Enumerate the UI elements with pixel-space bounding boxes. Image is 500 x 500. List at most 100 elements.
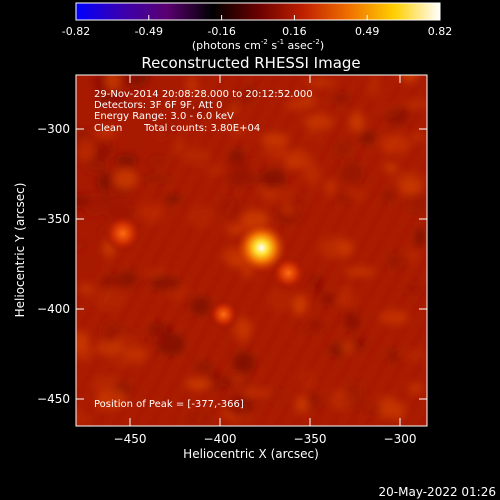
emission-source: [271, 255, 306, 291]
texture-ripple: [320, 238, 427, 426]
colorbar: [75, 2, 441, 21]
texture-ripple: [122, 75, 326, 426]
texture-blob: [98, 91, 128, 104]
x-tick-label: −400: [204, 432, 237, 446]
annotation-time: 29-Nov-2014 20:08:28.000 to 20:12:52.000: [94, 89, 313, 100]
axes: −450 −400 −350 −300 −300 −350 −400 −450: [37, 75, 427, 446]
texture-ripple: [338, 270, 427, 426]
texture-ripple: [76, 75, 272, 419]
texture-ripple: [466, 75, 500, 426]
colorbar-label: (photons cm-2 s-1 asec-2): [192, 38, 324, 52]
x-tick-label: −450: [114, 432, 147, 446]
texture-blob: [350, 336, 368, 353]
texture-blob: [230, 370, 245, 387]
y-axis-label: Heliocentric Y (arcsec): [13, 183, 27, 318]
texture-blob: [112, 169, 138, 189]
texture-blob: [101, 320, 120, 344]
colorbar-tick-label: -0.49: [135, 25, 163, 38]
texture-blob: [269, 389, 283, 403]
plot-frame: [75, 74, 428, 427]
texture-blob: [185, 377, 213, 391]
texture-blob: [115, 154, 138, 167]
texture-blob: [406, 192, 427, 216]
emission-source: [103, 214, 142, 253]
image-texture: [76, 75, 500, 426]
texture-ripple: [248, 112, 427, 426]
colorbar-ticks: -0.82 -0.49 -0.16 0.16 0.49 0.82: [62, 15, 452, 38]
texture-blob: [95, 126, 117, 139]
texture-ripple: [374, 333, 427, 426]
colorbar-tick-label: -0.16: [207, 25, 235, 38]
y-tick-label: −450: [37, 392, 70, 406]
texture-blob: [338, 286, 355, 310]
peak-position-text: Position of Peak = [-377,-366]: [94, 399, 244, 410]
texture-blob: [384, 162, 397, 173]
texture-ripple: [230, 80, 427, 426]
chart-title: Reconstructed RHESSI Image: [141, 54, 360, 72]
texture-ripple: [104, 75, 308, 426]
texture-blob: [344, 267, 376, 277]
texture-blob: [83, 192, 105, 217]
annotation-detectors: Detectors: 3F 6F 9F, Att 0: [94, 100, 222, 111]
x-tick-label: −350: [294, 432, 327, 446]
colorbar-tick-label: 0.16: [282, 25, 307, 38]
texture-blob: [76, 242, 87, 250]
texture-blob: [367, 75, 381, 98]
texture-blob: [394, 172, 425, 191]
texture-ripple: [284, 175, 427, 426]
texture-blob: [269, 288, 290, 312]
emission-source: [208, 299, 239, 330]
texture-ripple: [430, 75, 500, 426]
texture-blob: [76, 137, 95, 162]
texture-blob: [295, 395, 309, 414]
texture-blob: [331, 92, 352, 105]
texture-blob: [76, 412, 90, 425]
texture-blob: [387, 348, 401, 364]
texture-ripple: [212, 75, 416, 426]
texture-blob: [232, 351, 256, 375]
texture-ripple: [356, 301, 427, 426]
texture-blob: [339, 161, 365, 185]
texture-ripple: [448, 75, 500, 426]
texture-blob: [391, 401, 406, 421]
texture-blob: [379, 134, 410, 155]
texture-ripple: [266, 143, 427, 426]
texture-blob: [404, 282, 423, 296]
texture-ripple: [86, 75, 290, 426]
texture-ripple: [194, 75, 398, 426]
texture-blob: [93, 144, 109, 161]
texture-blob: [384, 106, 411, 126]
colorbar-tick-label: -0.82: [62, 25, 90, 38]
texture-blob: [105, 75, 121, 91]
texture-blob: [399, 349, 427, 362]
texture-blob: [100, 193, 115, 204]
texture-blob: [283, 148, 311, 168]
y-tick-label: −400: [37, 302, 70, 316]
colorbar-tick-label: 0.49: [355, 25, 380, 38]
texture-blob: [414, 226, 427, 248]
texture-blob: [163, 193, 183, 205]
texture-blob: [299, 369, 317, 391]
annotation-energy: Energy Range: 3.0 - 6.0 keV: [94, 111, 234, 122]
texture-blob: [305, 391, 322, 412]
texture-blob: [95, 341, 127, 356]
footer-date: 20-May-2022 01:26: [379, 485, 496, 499]
annotation-counts: Total counts: 3.80E+04: [143, 123, 260, 134]
x-tick-label: −300: [384, 432, 417, 446]
colorbar-tick-label: 0.82: [428, 25, 453, 38]
image-sources: [103, 214, 306, 330]
annotation-method: Clean: [94, 123, 122, 134]
texture-ripple: [76, 75, 254, 387]
texture-blob: [185, 75, 199, 95]
texture-ripple: [76, 75, 236, 356]
texture-blob: [188, 205, 214, 228]
x-axis-label: Heliocentric X (arcsec): [183, 447, 319, 461]
texture-blob: [148, 155, 168, 168]
texture-blob: [78, 282, 94, 295]
texture-blob: [310, 273, 324, 295]
texture-blob: [152, 118, 175, 137]
texture-blob: [110, 357, 136, 366]
y-tick-label: −350: [37, 212, 70, 226]
texture-ripple: [302, 207, 427, 426]
